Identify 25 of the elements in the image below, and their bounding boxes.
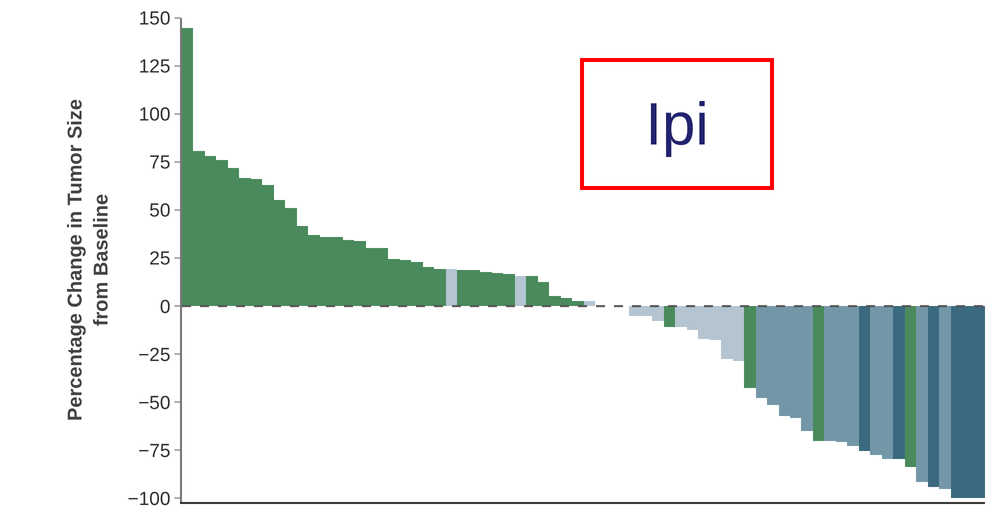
- y-tick-label: 25: [149, 248, 170, 270]
- bar: [446, 269, 457, 306]
- bar: [515, 276, 526, 306]
- bar: [905, 306, 916, 467]
- y-tick-label: 100: [138, 104, 170, 126]
- y-tick-label: 50: [149, 200, 170, 222]
- y-axis-title: Percentage Change in Tumor Size from Baseline: [64, 99, 113, 421]
- bar: [584, 301, 595, 306]
- y-tick-label: −50: [138, 392, 170, 414]
- bar: [859, 306, 870, 451]
- y-tick-label: −100: [128, 488, 170, 510]
- bar: [744, 306, 756, 388]
- y-tick-label: −75: [138, 440, 170, 462]
- y-tick-label: 150: [138, 8, 170, 30]
- annotation: Ipi: [645, 90, 709, 158]
- bar: [893, 306, 905, 459]
- y-tick-label: −25: [138, 344, 170, 366]
- bar: [813, 306, 824, 441]
- bar: [664, 306, 675, 327]
- bar: [928, 306, 939, 487]
- y-tick-label: 0: [160, 296, 170, 318]
- bar: [916, 306, 928, 482]
- y-tick-label: 75: [149, 152, 170, 174]
- bar: [939, 306, 951, 489]
- y-tick-label: 125: [138, 56, 170, 78]
